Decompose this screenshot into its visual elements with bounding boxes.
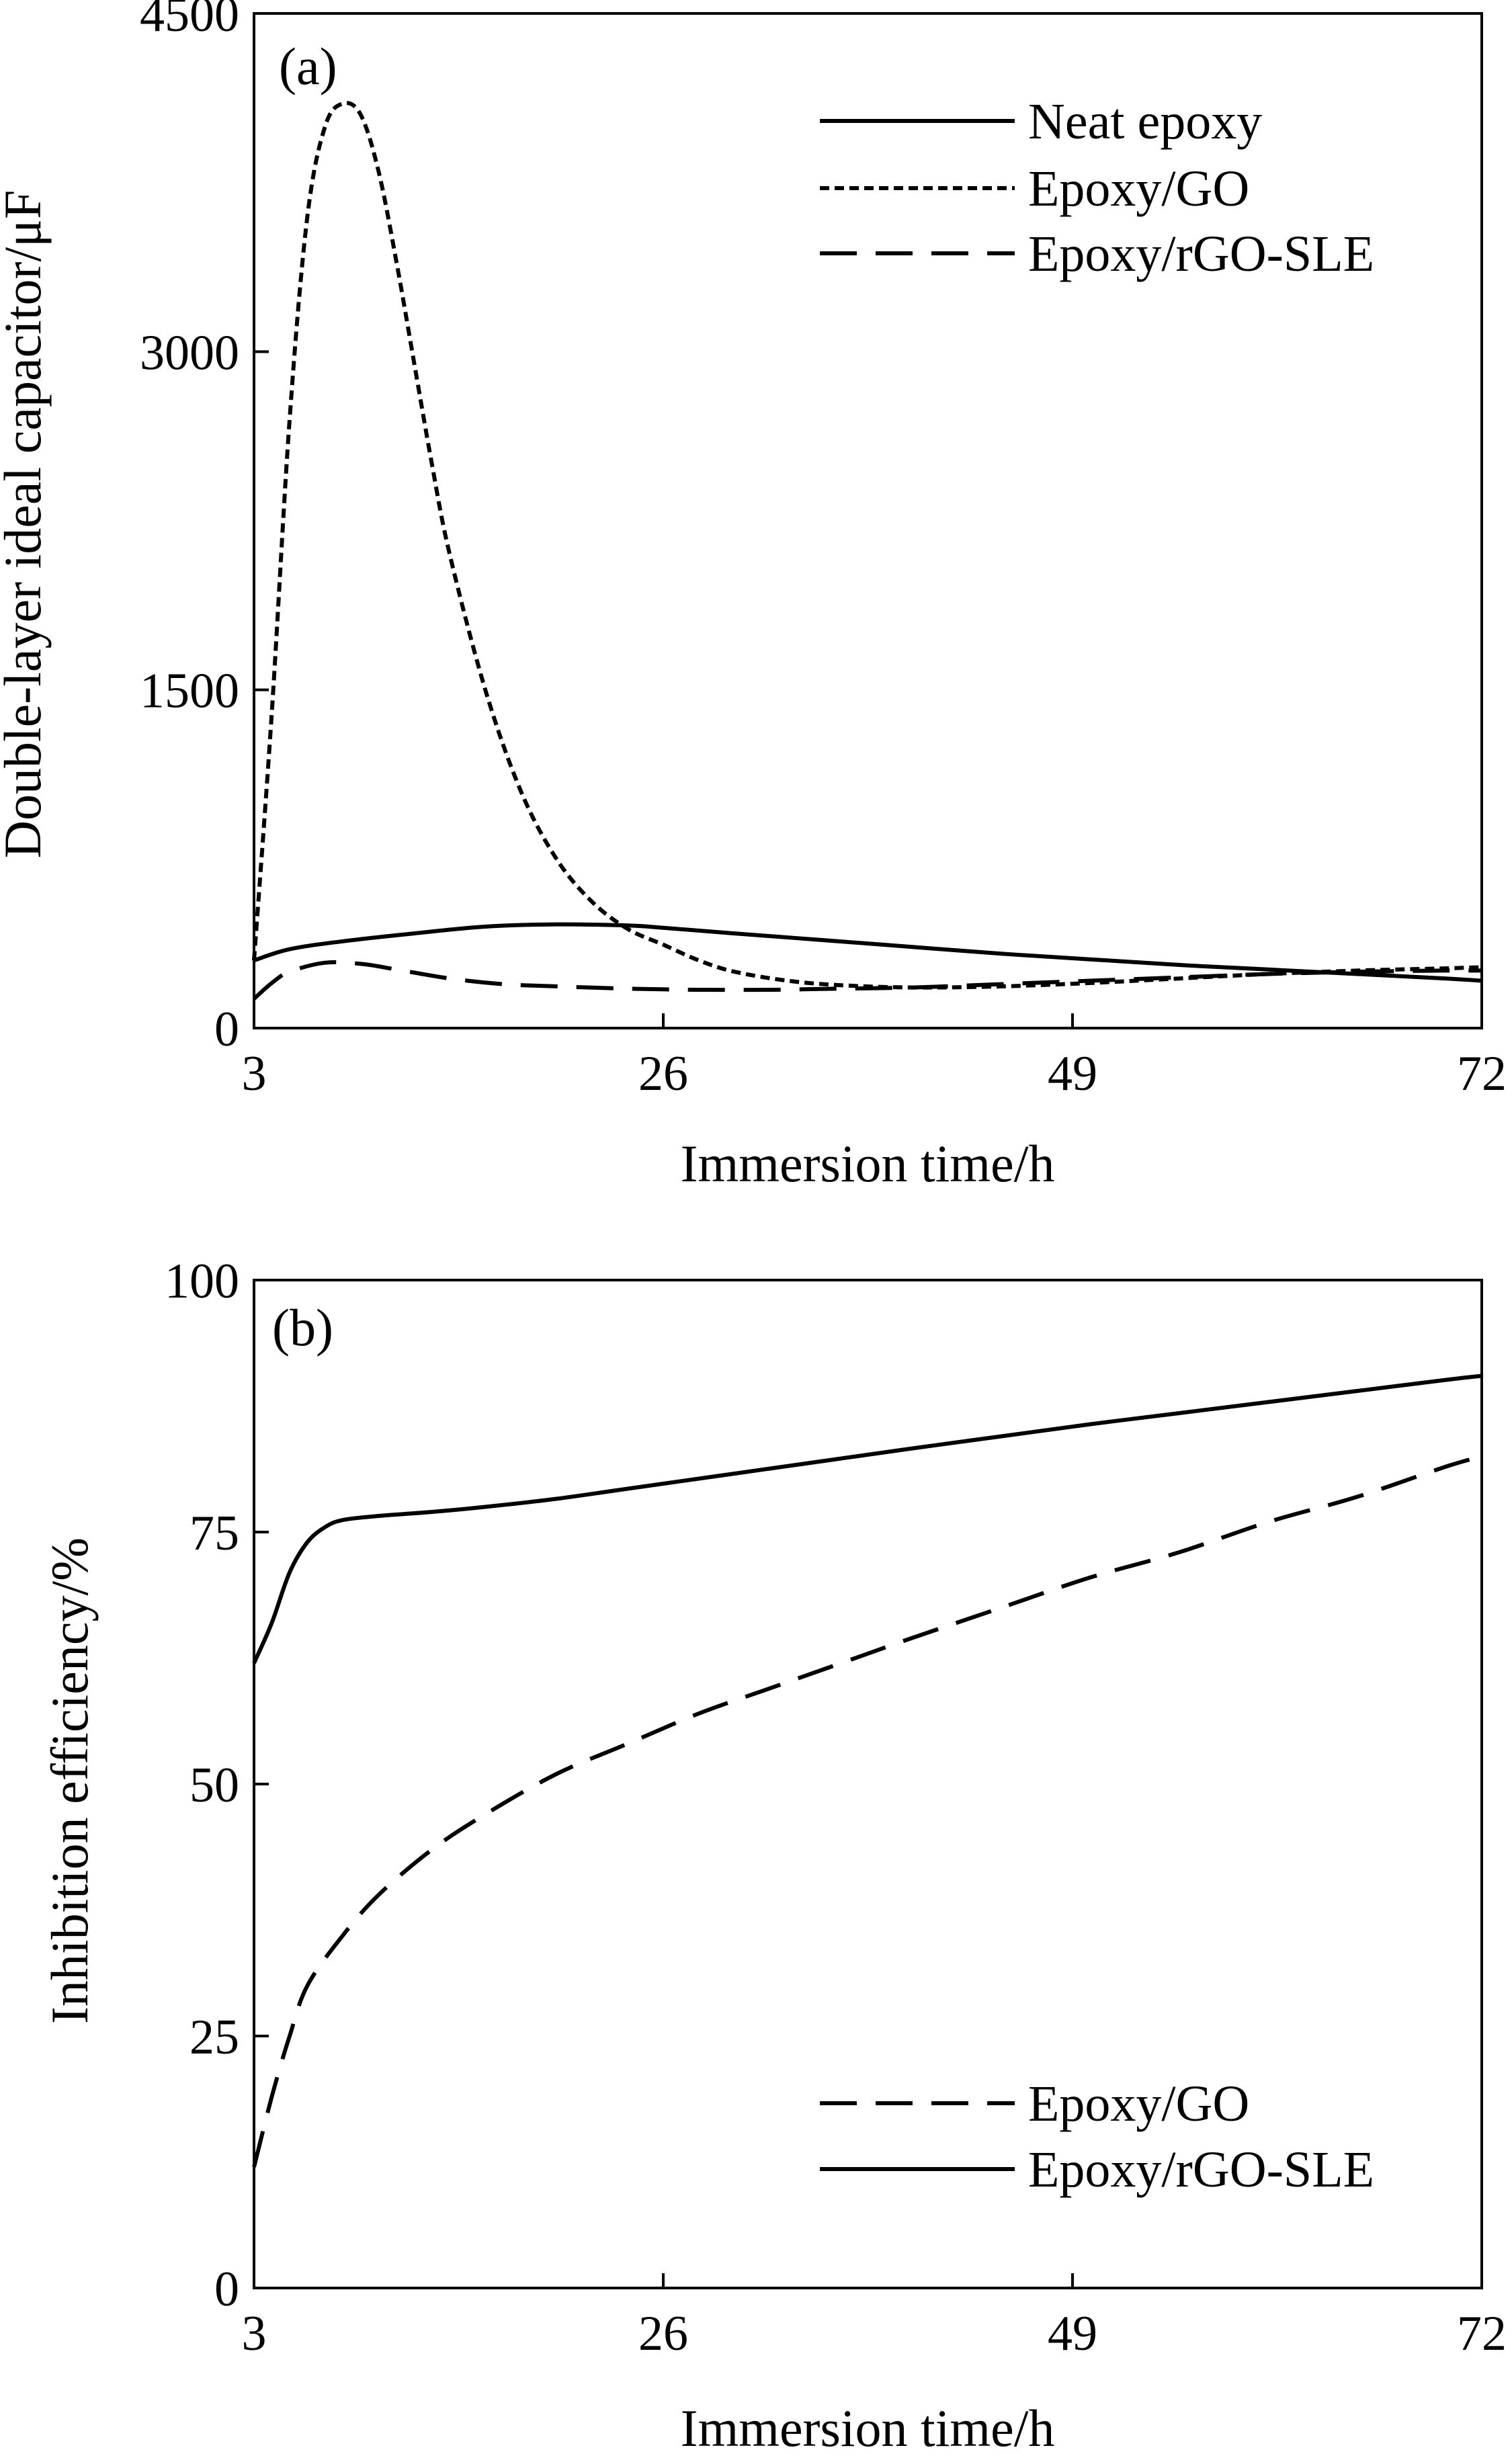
a-series-neat-epoxy <box>253 922 1482 983</box>
y-axis-label-b: Inhibition efficiency/% <box>40 1537 99 2024</box>
legend-label-b-epoxy-go: Epoxy/GO <box>1028 2076 1249 2132</box>
b-y-tick-label-25: 25 <box>190 2010 239 2065</box>
legend-label-neat-epoxy: Neat epoxy <box>1028 93 1262 150</box>
a-x-tick-label-49: 49 <box>1048 1046 1097 1101</box>
b-y-tick-label-0: 0 <box>214 2262 239 2317</box>
a-series-epoxy-go <box>252 101 1482 990</box>
b-y-tick-label-75: 75 <box>190 1506 239 1561</box>
a-x-tick-label-26: 26 <box>638 1046 688 1101</box>
a-y-tick-label-4500: 4500 <box>140 0 239 42</box>
b-y-tick-label-50: 50 <box>190 1758 239 1813</box>
a-y-tick-label-0: 0 <box>214 1002 239 1057</box>
panel-label-a: (a) <box>279 37 337 95</box>
legend-label-epoxy-rgo-sle: Epoxy/rGO-SLE <box>1028 226 1374 282</box>
panel-label-b: (b) <box>272 1298 333 1357</box>
legend-label-b-epoxy-rgo-sle: Epoxy/rGO-SLE <box>1028 2142 1374 2198</box>
a-x-tick-label-72: 72 <box>1457 1046 1507 1101</box>
plot-frame-b <box>253 1279 1483 2289</box>
a-y-tick-label-1500: 1500 <box>140 664 239 719</box>
plot-frame-a <box>253 12 1483 1029</box>
b-x-tick-label-49: 49 <box>1048 2306 1097 2361</box>
x-axis-label-b: Immersion time/h <box>681 2399 1055 2456</box>
b-series-epoxy-rgo-sle <box>252 1373 1482 1664</box>
b-x-tick-label-3: 3 <box>242 2306 267 2361</box>
a-y-tick-label-3000: 3000 <box>140 325 239 380</box>
b-y-tick-label-100: 100 <box>165 1254 239 1309</box>
x-axis-label-a: Immersion time/h <box>681 1134 1055 1193</box>
panel-b: 3 26 49 72 0 25 50 75 100 (b) Immersion time/h I… <box>40 1254 1507 2456</box>
b-x-tick-label-26: 26 <box>638 2306 688 2361</box>
a-x-tick-label-3: 3 <box>242 1046 267 1101</box>
panel-a: 3 26 49 72 0 1500 3000 4500 (a) Immersion time/… <box>0 0 1507 1193</box>
b-series-epoxy-go <box>252 1454 1482 2168</box>
y-axis-label-a: Double-layer ideal capacitor/μF <box>0 190 52 859</box>
legend-a: Neat epoxy Epoxy/GO Epoxy/rGO-SLE <box>820 93 1374 282</box>
a-series-epoxy-rgo-sle <box>252 960 1482 1001</box>
b-x-tick-label-72: 72 <box>1457 2306 1507 2361</box>
legend-b: Epoxy/GO Epoxy/rGO-SLE <box>820 2076 1374 2198</box>
legend-label-epoxy-go: Epoxy/GO <box>1028 161 1249 217</box>
